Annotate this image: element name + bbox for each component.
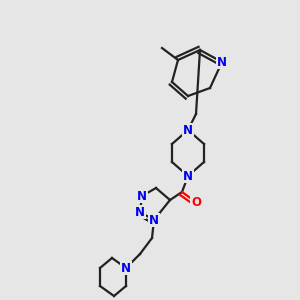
Text: N: N xyxy=(121,262,131,275)
Text: N: N xyxy=(183,169,193,182)
Text: N: N xyxy=(217,56,227,68)
Text: N: N xyxy=(149,214,159,226)
Text: N: N xyxy=(183,124,193,136)
Text: O: O xyxy=(191,196,201,208)
Text: N: N xyxy=(137,190,147,202)
Text: N: N xyxy=(135,206,145,218)
